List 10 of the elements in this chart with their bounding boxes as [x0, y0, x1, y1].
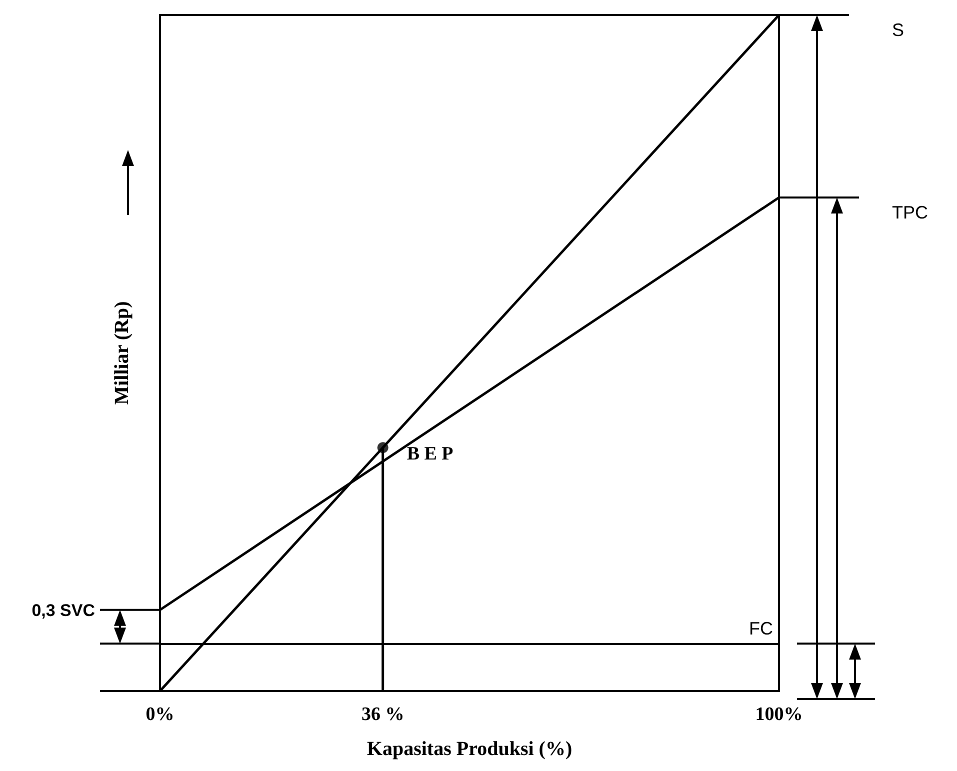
text: 0,3 SVC	[32, 600, 95, 620]
ref-line-label: FC	[749, 618, 773, 639]
x-tick-label: 0%	[146, 704, 174, 725]
text: S	[892, 20, 904, 40]
text: TPC	[892, 202, 928, 223]
x-axis-title: Kapasitas Produksi (%)	[366, 738, 572, 760]
annotation: B E P	[406, 444, 454, 465]
x-tick-label: 100%	[755, 704, 803, 725]
y-axis-title: Milliar (Rp)	[111, 301, 133, 405]
x-tick-label: 36 %	[361, 704, 404, 725]
